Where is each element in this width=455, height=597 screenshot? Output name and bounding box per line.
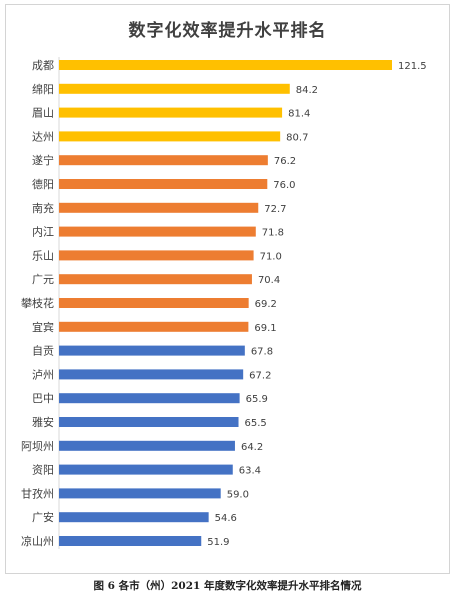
figure-caption: 图 6 各市（州）2021 年度数字化效率提升水平排名情况 [93, 580, 362, 592]
value-label: 81.4 [288, 109, 310, 120]
bar [59, 512, 209, 523]
category-label: 广安 [32, 510, 54, 524]
bar [59, 298, 249, 308]
value-label: 80.7 [286, 132, 308, 143]
value-label: 67.8 [251, 347, 273, 358]
chart-title: 数字化效率提升水平排名 [128, 21, 327, 41]
value-label: 65.9 [246, 394, 268, 405]
bar [59, 274, 252, 285]
value-label: 63.4 [239, 466, 261, 477]
value-label: 70.4 [258, 275, 280, 286]
category-label: 宜宾 [32, 320, 54, 334]
category-label: 泸州 [32, 368, 54, 381]
bar [59, 464, 233, 475]
category-label: 德阳 [32, 177, 54, 191]
category-label: 成都 [32, 59, 54, 72]
value-label: 64.2 [241, 442, 263, 453]
bar [59, 60, 392, 70]
bar [59, 83, 290, 94]
value-label: 54.6 [215, 513, 237, 524]
category-label: 雅安 [32, 415, 54, 429]
category-label: 乐山 [32, 249, 54, 262]
category-label: 自贡 [32, 345, 54, 358]
bar [59, 417, 239, 427]
value-label: 76.2 [274, 156, 296, 167]
value-label: 71.8 [262, 228, 284, 239]
bar [59, 155, 268, 166]
category-label: 资阳 [32, 464, 54, 477]
value-label: 84.2 [296, 85, 318, 96]
bar [59, 393, 240, 404]
value-label: 76.0 [273, 180, 295, 191]
category-label: 遂宁 [32, 153, 54, 167]
bar [59, 202, 259, 213]
category-label: 内江 [32, 225, 54, 239]
bar [59, 369, 244, 380]
bar [59, 536, 202, 546]
bar [59, 107, 283, 118]
value-label: 121.5 [398, 61, 427, 72]
value-label: 69.1 [254, 323, 276, 334]
category-label: 攀枝花 [21, 296, 54, 310]
category-label: 眉山 [32, 107, 54, 120]
value-label: 71.0 [260, 251, 282, 262]
category-label: 广元 [32, 273, 54, 286]
bar [59, 131, 281, 142]
category-label: 绵阳 [32, 82, 54, 96]
bar [59, 321, 249, 332]
category-label: 巴中 [32, 392, 54, 405]
value-label: 72.7 [264, 204, 286, 215]
category-label: 达州 [32, 130, 54, 143]
category-label: 南充 [32, 201, 54, 215]
bar [59, 488, 221, 499]
chart-frame [5, 4, 450, 574]
bar [59, 440, 235, 451]
bar [59, 226, 256, 237]
value-label: 59.0 [227, 489, 249, 500]
category-label: 甘孜州 [21, 486, 54, 500]
value-label: 67.2 [249, 370, 271, 381]
category-label: 凉山州 [21, 534, 54, 548]
bar [59, 179, 268, 189]
value-label: 69.2 [255, 299, 277, 310]
bar [59, 345, 245, 356]
category-label: 阿坝州 [21, 439, 54, 453]
bar [59, 250, 254, 261]
value-label: 65.5 [245, 418, 267, 429]
value-label: 51.9 [207, 537, 229, 548]
